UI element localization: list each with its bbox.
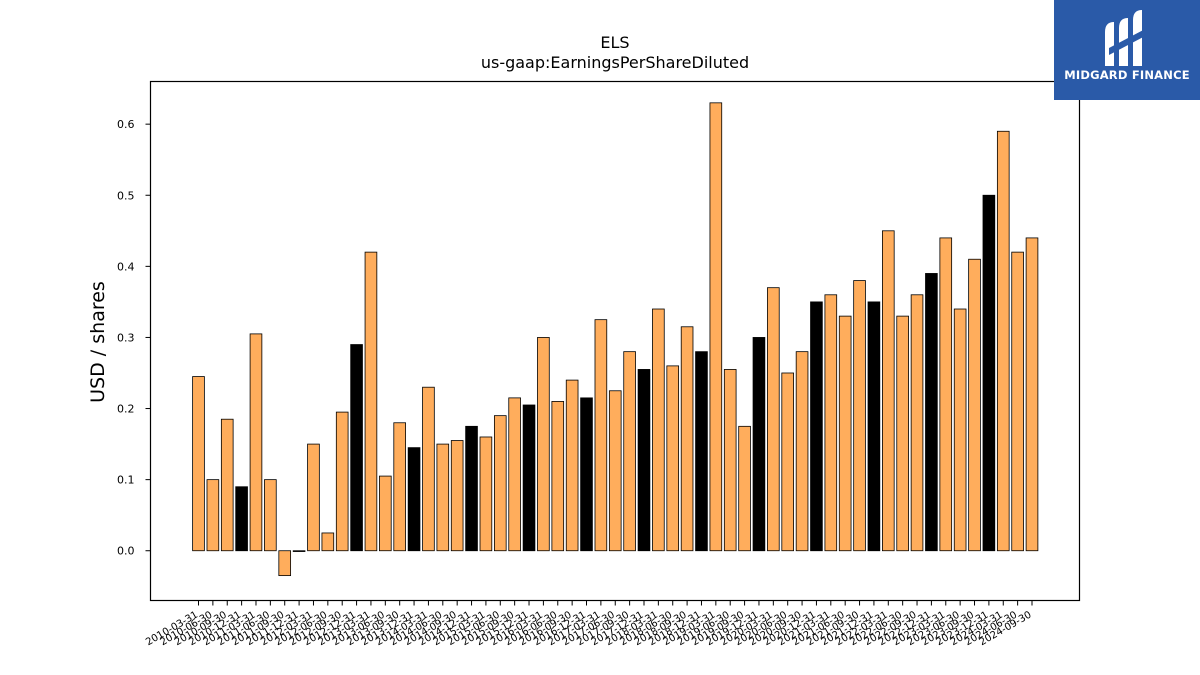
bar	[422, 386, 435, 552]
bar	[407, 447, 421, 552]
bar	[235, 486, 248, 552]
bar	[910, 294, 924, 552]
bar	[1011, 251, 1024, 552]
bar	[335, 411, 349, 552]
bar	[896, 315, 909, 552]
bar	[738, 425, 751, 552]
bar	[551, 401, 565, 552]
bar	[838, 315, 852, 552]
y-tick-label: 0.1	[117, 474, 135, 487]
bar	[508, 397, 521, 552]
brand-name: MIDGARD FINANCE	[1064, 68, 1190, 82]
bar	[450, 440, 464, 552]
bar	[580, 397, 593, 552]
bar	[882, 230, 895, 552]
y-tick-label: 0.2	[117, 403, 135, 416]
bar	[249, 333, 263, 552]
bar	[565, 379, 579, 552]
y-axis-label: USD / shares	[87, 281, 109, 403]
bar	[767, 287, 780, 552]
bar	[853, 280, 866, 552]
midgard-finance-logo: MIDGARD FINANCE	[1054, 0, 1200, 100]
chart-title: ELS	[600, 33, 629, 52]
plot-frame	[149, 80, 1081, 602]
midgard-m-logo-icon	[1105, 10, 1147, 66]
bar	[953, 308, 967, 552]
bar	[436, 443, 450, 552]
bar	[220, 418, 234, 552]
bar	[364, 251, 378, 552]
bar	[608, 390, 622, 552]
x-axis: 2010-03-312010-06-302010-09-302010-12-31…	[144, 600, 1034, 648]
bars-group	[192, 102, 1039, 577]
bar	[522, 404, 536, 552]
bar	[795, 351, 809, 552]
bar	[350, 344, 363, 552]
bar	[968, 258, 981, 552]
y-tick-label: 0.0	[117, 545, 135, 558]
bar	[637, 369, 651, 552]
bar	[680, 326, 694, 552]
bar	[996, 130, 1010, 552]
y-tick-label: 0.5	[117, 189, 135, 202]
bar	[623, 351, 636, 552]
chart-subtitle: us-gaap:EarningsPerShareDiluted	[481, 53, 749, 72]
bar	[393, 422, 406, 552]
bar	[321, 532, 335, 552]
bar	[723, 369, 737, 552]
bar	[192, 376, 205, 552]
bar	[695, 351, 708, 552]
bar	[292, 550, 306, 552]
y-axis: 0.0 0.1 0.2 0.3 0.4 0.5 0.6	[117, 118, 151, 558]
bar	[652, 308, 665, 552]
bar	[1025, 237, 1039, 552]
bar	[752, 337, 766, 552]
bar	[594, 319, 608, 552]
bar	[379, 475, 392, 552]
bar	[824, 294, 838, 552]
bar	[925, 273, 938, 552]
bar	[465, 425, 478, 552]
bar	[939, 237, 953, 552]
bar	[479, 436, 493, 552]
y-tick-label: 0.3	[117, 331, 135, 344]
y-tick-label: 0.4	[117, 260, 135, 273]
bar	[493, 415, 507, 552]
bar	[278, 550, 292, 577]
bar	[206, 479, 220, 552]
bar	[781, 372, 794, 552]
bar	[709, 102, 723, 552]
y-tick-label: 0.6	[117, 118, 135, 131]
bar	[982, 194, 996, 552]
bar	[810, 301, 823, 552]
bar	[307, 443, 320, 552]
bar	[264, 479, 277, 552]
bar	[666, 365, 680, 552]
bar	[867, 301, 881, 552]
bar	[537, 337, 550, 552]
